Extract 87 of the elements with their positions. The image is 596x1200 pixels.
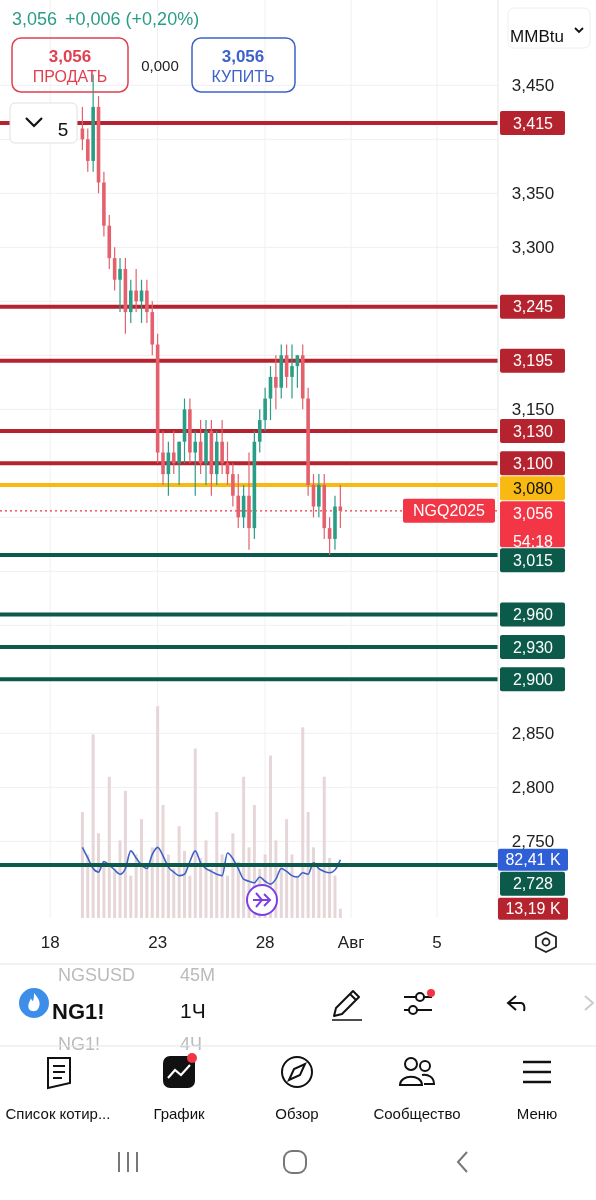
y2-tick-label: 82,41 K (505, 851, 561, 869)
bar (118, 840, 122, 918)
ref-line-label: 2,900 (512, 670, 554, 688)
bar (97, 833, 101, 918)
text: NG1! (58, 1034, 101, 1055)
text: 1Ч (180, 999, 206, 1023)
ref-line-label: 3,415 (512, 114, 554, 132)
annotation: ПРОДАТЬ (32, 67, 108, 85)
annotation: 3,056 (221, 46, 265, 66)
ref-line-label: 3,130 (512, 422, 554, 440)
line-series (81, 846, 342, 885)
text: График (153, 1105, 206, 1123)
bar (215, 812, 219, 918)
bar (333, 875, 337, 918)
text: MMBtu (510, 26, 564, 46)
annotation: 0,000 (141, 57, 179, 75)
candlestick (161, 430, 165, 486)
y-tick-label: 3,150 (511, 400, 555, 420)
text: 45M (180, 965, 216, 986)
bar (156, 706, 160, 918)
ref-line-label: 3,056 (512, 504, 554, 522)
annotation: КУПИТЬ (211, 67, 275, 85)
y-tick-label: 3,450 (511, 76, 555, 96)
bar (140, 819, 144, 918)
ref-line-label: 3,195 (512, 352, 554, 370)
bar (226, 875, 229, 918)
bar (193, 748, 197, 918)
candlestick (134, 268, 138, 313)
bar (80, 812, 84, 918)
ref-line-label: 3,080 (512, 479, 554, 497)
bar (231, 833, 235, 918)
bar (279, 865, 283, 918)
bar (301, 727, 305, 918)
annotation: NGQ2025 (412, 502, 486, 520)
candlestick (171, 430, 176, 475)
text: 4Ч (180, 1034, 203, 1055)
x-tick-label: Авг (337, 933, 365, 952)
ref-line-label: 2,930 (512, 638, 554, 656)
y-tick-label: 2,850 (511, 724, 555, 744)
ref-line-label: 2,728 (512, 875, 554, 893)
x-tick-label: 23 (148, 933, 168, 952)
text: Обзор (275, 1105, 319, 1123)
candlestick (263, 387, 267, 432)
candlestick (220, 419, 224, 475)
ref-line-label: 3,245 (512, 298, 554, 316)
annotation: 5 (57, 118, 69, 140)
ref-line-label: 3,015 (512, 551, 554, 569)
candlestick (193, 430, 198, 497)
bar (322, 776, 326, 918)
bar (242, 776, 246, 918)
text: NGSUSD (58, 965, 136, 986)
candlestick (85, 127, 90, 173)
text: NG1! (52, 998, 105, 1024)
candlestick (177, 441, 181, 486)
candlestick (128, 279, 133, 324)
text: Меню (516, 1105, 558, 1123)
x-tick-label: 28 (255, 933, 275, 952)
y-tick-label: 3,350 (511, 184, 555, 204)
text: 54:18 (512, 532, 554, 550)
annotation: 3,056 (48, 46, 92, 66)
candlestick (231, 462, 235, 508)
x-tick-label: 18 (40, 933, 60, 952)
bar (107, 776, 111, 918)
y2-tick-label: 13,19 K (505, 900, 561, 918)
candlestick (317, 473, 321, 518)
bar (204, 840, 208, 918)
text: Список котир... (5, 1105, 111, 1123)
candlestick (290, 343, 294, 400)
y-tick-label: 2,750 (511, 832, 555, 852)
bar (91, 734, 95, 918)
bar (177, 826, 181, 918)
bar (123, 790, 127, 918)
bar (285, 819, 289, 918)
ref-line-label: 2,960 (512, 606, 554, 624)
y-tick-label: 2,800 (511, 778, 555, 798)
bar (161, 805, 165, 918)
x-tick-label: 5 (432, 933, 442, 952)
ref-line-label: 3,100 (512, 454, 554, 472)
text: 3,056 (12, 9, 58, 29)
candlestick (274, 354, 278, 410)
candlestick (145, 279, 149, 324)
candlestick (118, 257, 122, 313)
candlestick (257, 408, 262, 454)
text: Сообщество (373, 1105, 461, 1123)
text: +0,006 (+0,20%) (65, 9, 200, 29)
y-tick-label: 3,300 (511, 238, 555, 258)
candlestick (236, 473, 241, 529)
